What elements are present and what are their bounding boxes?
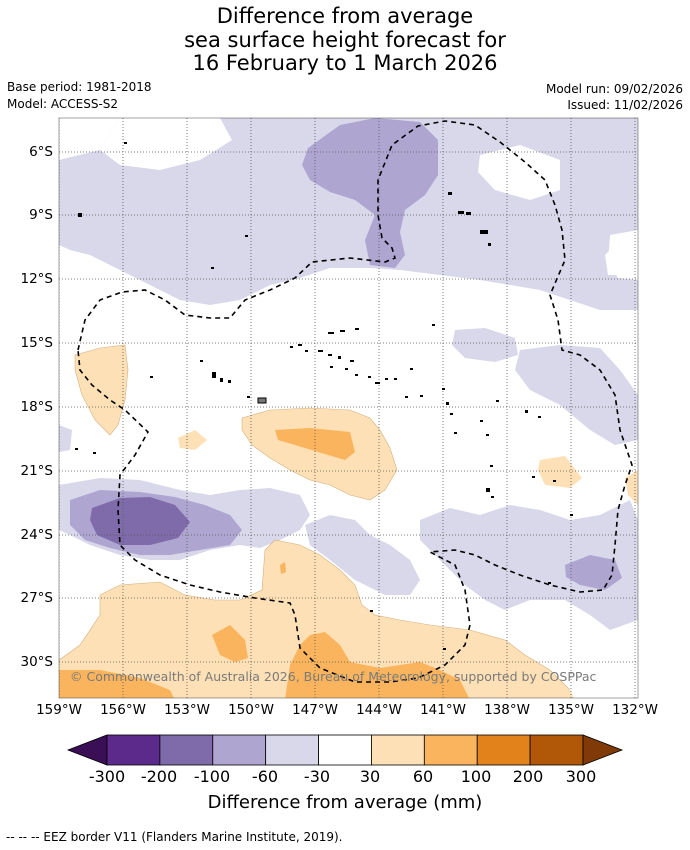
lat-label: 18°S: [20, 399, 54, 415]
eez-border: [77, 120, 633, 683]
lon-label: 156°W: [100, 702, 146, 718]
colorbar-tick: -30: [303, 767, 331, 786]
anomaly-region-orange-southwest: [212, 625, 248, 662]
lon-label: 144°W: [356, 702, 402, 718]
anomaly-region-light-purple-patch: [452, 328, 518, 362]
lon-label: 159°W: [36, 702, 82, 718]
lat-label: 24°S: [20, 527, 54, 543]
colorbar: [66, 734, 624, 766]
anomaly-region-orange-south: [59, 670, 174, 698]
anomaly-region-light-purple-southeast: [420, 500, 638, 630]
lon-label: 141°W: [420, 702, 466, 718]
lat-label: 15°S: [20, 335, 54, 351]
colorbar-tick: 60: [412, 767, 434, 786]
lon-label: 153°W: [164, 702, 210, 718]
anomaly-region-orange-dot: [280, 562, 286, 574]
colorbar-tick: -300: [88, 767, 126, 786]
colorbar-segment: [529, 734, 584, 766]
colorbar-segment: [265, 734, 319, 766]
colorbar-extend-high: [582, 734, 624, 766]
colorbar-tick: 100: [460, 767, 492, 786]
anomaly-region-medium-purple-north: [302, 118, 438, 268]
colorbar-segment: [159, 734, 214, 766]
sea-level-map: [58, 117, 639, 699]
anomaly-region-light-orange-south: [59, 540, 574, 698]
contour-outlines: [59, 344, 571, 691]
colorbar-segment: [106, 734, 161, 766]
model-run: Model run: 09/02/2026: [545, 82, 683, 96]
lat-label: 6°S: [29, 144, 53, 160]
anomaly-region-white-hole-north-a: [478, 145, 560, 200]
issued-date: Issued: 11/02/2026: [567, 98, 683, 112]
anomaly-region-light-orange-patch: [178, 430, 207, 450]
lat-label: 12°S: [20, 271, 54, 287]
colorbar-title: Difference from average (mm): [207, 792, 483, 813]
colorbar-segment: [318, 734, 372, 766]
model-name: Model: ACCESS-S2: [7, 97, 119, 111]
lon-label: 132°W: [612, 702, 658, 718]
copyright-notice: © Commonwealth of Australia 2026, Bureau…: [70, 669, 597, 684]
lat-label: 30°S: [20, 654, 54, 670]
colorbar-segment: [212, 734, 267, 766]
anomaly-region-orange-central: [275, 428, 355, 460]
colorbar-segment: [476, 734, 531, 766]
title-line-2: sea surface height forecast for: [184, 28, 506, 52]
anomaly-region-white-hole-north-c: [100, 118, 232, 170]
eez-legend: -- -- -- EEZ border V11 (Flanders Marine…: [6, 830, 343, 844]
colorbar-tick: 30: [359, 767, 381, 786]
title-line-1: Difference from average: [216, 4, 474, 28]
colorbar-tick: -60: [251, 767, 279, 786]
anomaly-region-light-orange-west: [75, 345, 128, 435]
title-line-3: 16 February to 1 March 2026: [192, 51, 498, 75]
lat-label: 27°S: [20, 590, 54, 606]
graticule: [59, 118, 638, 698]
colorbar-segment: [371, 734, 425, 766]
anomaly-region-orange-south-central: [285, 632, 469, 698]
colorbar-segment: [423, 734, 478, 766]
anomaly-region-light-purple-east: [515, 345, 638, 445]
lon-label: 138°W: [484, 702, 530, 718]
colorbar-tick: 200: [512, 767, 544, 786]
anomaly-region-white-hole-north-b: [608, 230, 638, 280]
anomaly-region-light-purple-edge: [59, 425, 72, 452]
lon-label: 147°W: [292, 702, 338, 718]
base-period: Base period: 1981-2018: [7, 80, 152, 94]
colorbar-tick: -200: [140, 767, 178, 786]
anomaly-region-medium-purple-east: [565, 555, 622, 590]
lat-label: 21°S: [20, 463, 54, 479]
anomaly-region-light-purple-patch-2: [305, 515, 420, 595]
lat-label: 9°S: [29, 207, 53, 223]
anomaly-region-dark-purple: [90, 497, 190, 545]
island-markers: [75, 142, 573, 650]
colorbar-tick: 300: [565, 767, 597, 786]
colorbar-tick: -100: [193, 767, 231, 786]
lon-label: 150°W: [228, 702, 274, 718]
lon-label: 135°W: [548, 702, 594, 718]
colorbar-extend-low: [66, 734, 108, 766]
